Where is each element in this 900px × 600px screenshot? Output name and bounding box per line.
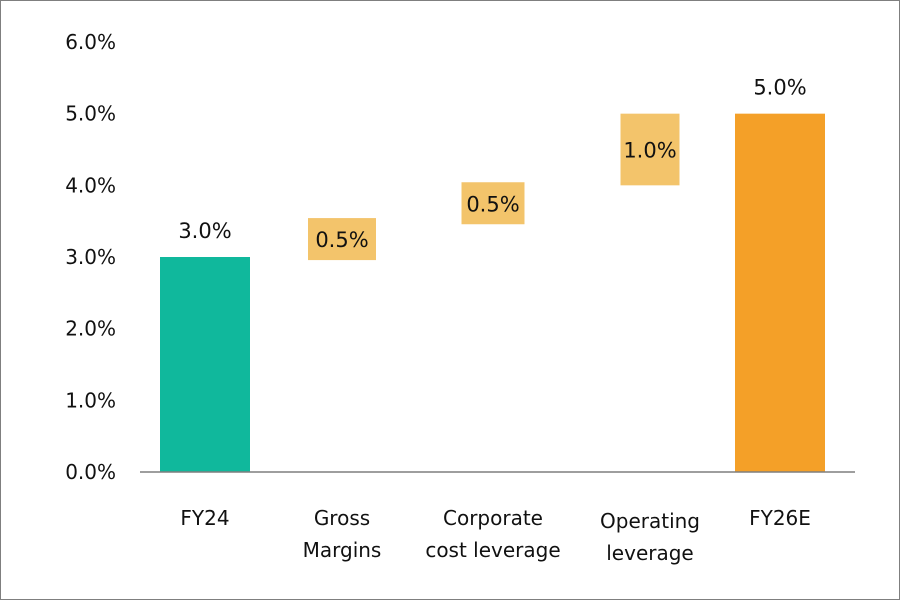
y-tick-label: 0.0% (65, 460, 116, 484)
bar-increment (308, 218, 376, 261)
x-category-label: leverage (606, 541, 693, 565)
bar-total (160, 257, 250, 472)
y-tick-label: 4.0% (65, 173, 116, 197)
x-category-label: FY24 (180, 506, 229, 530)
data-label: 5.0% (753, 76, 806, 100)
data-label: 3.0% (178, 219, 231, 243)
bar-increment (461, 182, 525, 225)
bar-total (735, 113, 825, 473)
data-label: 0.5% (466, 192, 519, 216)
y-tick-label: 3.0% (65, 245, 116, 269)
x-category-label: Gross (314, 506, 370, 530)
y-tick-label: 2.0% (65, 317, 116, 341)
bar-increment (620, 113, 680, 186)
data-label: 0.5% (315, 228, 368, 252)
y-tick-label: 1.0% (65, 388, 116, 412)
x-axis-categories: FY24 Gross Margins Corporate cost leverage Op… (180, 506, 810, 565)
x-category-label: FY26E (749, 506, 811, 530)
x-category-label: Operating (600, 509, 700, 533)
x-category-label: Corporate (443, 506, 543, 530)
x-category-label: cost leverage (425, 538, 560, 562)
x-category-label: Margins (303, 538, 382, 562)
bars: 3.0% 0.5% 0.5% 1.0% 5.0% (160, 76, 825, 473)
y-tick-label: 6.0% (65, 30, 116, 54)
y-axis-ticks: 0.0% 1.0% 2.0% 3.0% 4.0% 5.0% 6.0% (65, 30, 116, 484)
data-label: 1.0% (623, 139, 676, 163)
y-tick-label: 5.0% (65, 102, 116, 126)
